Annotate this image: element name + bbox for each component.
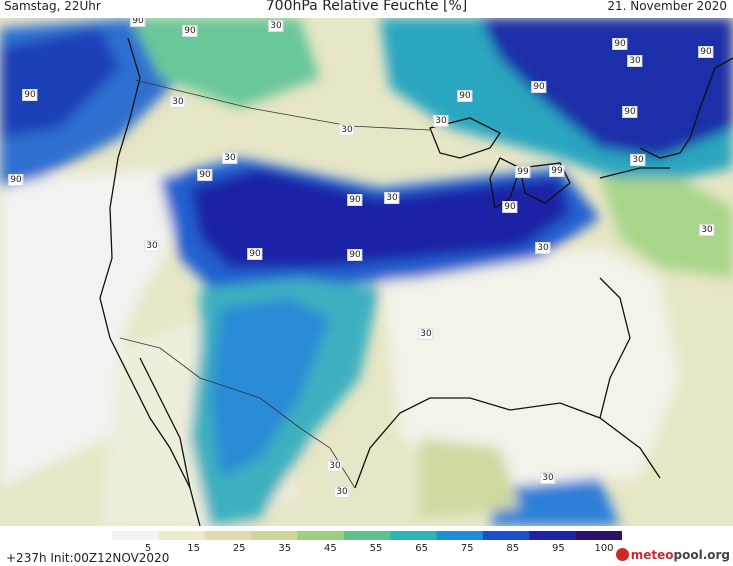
contour-label: 30 xyxy=(535,242,551,254)
contour-label: 90 xyxy=(347,249,363,261)
contour-label: 30 xyxy=(339,124,355,136)
contour-label: 90 xyxy=(130,18,146,27)
meteopool-logo[interactable]: meteopool.org xyxy=(615,548,730,562)
map-header: Samstag, 22Uhr 700hPa Relative Feuchte [… xyxy=(0,0,733,18)
colorbar xyxy=(112,531,622,540)
colorbar-tick: 5 xyxy=(144,543,152,554)
colorbar-tick: 75 xyxy=(460,543,474,554)
colorbar-segment xyxy=(158,531,206,540)
contour-label: 90 xyxy=(8,174,24,186)
contour-label: 90 xyxy=(531,81,547,93)
colorbar-segment xyxy=(390,531,438,540)
colorbar-tick: 25 xyxy=(232,543,246,554)
contour-label: 30 xyxy=(630,154,646,166)
contour-label: 30 xyxy=(222,152,238,164)
contour-label: 90 xyxy=(182,25,198,37)
colorbar-tick: 45 xyxy=(324,543,337,554)
colorbar-segment xyxy=(482,531,530,540)
legend: 5 15 25 35 45 55 65 75 85 95 100 +237h Init:00Z12N… xyxy=(0,526,733,566)
contour-label: 30 xyxy=(699,224,715,236)
colorbar-tick: 55 xyxy=(369,543,383,554)
humidity-field xyxy=(0,18,733,526)
valid-time: Samstag, 22Uhr xyxy=(4,0,101,13)
contour-label: 30 xyxy=(418,328,434,340)
colorbar-tick: 100 xyxy=(594,543,614,554)
colorbar-segment xyxy=(343,531,391,540)
colorbar-segment xyxy=(251,531,298,540)
contour-label: 30 xyxy=(384,192,400,204)
contour-label: 99 xyxy=(515,166,531,178)
colorbar-tick: 65 xyxy=(415,543,428,554)
contour-label: 90 xyxy=(457,90,473,102)
contour-label: 90 xyxy=(622,106,638,118)
colorbar-segment xyxy=(436,531,484,540)
contour-label: 30 xyxy=(268,20,284,32)
contour-label: 30 xyxy=(433,115,449,127)
contour-label: 30 xyxy=(144,240,160,252)
colorbar-segment xyxy=(112,531,159,540)
colorbar-tick: 15 xyxy=(187,543,200,554)
contour-label: 90 xyxy=(197,169,213,181)
contour-label: 90 xyxy=(698,46,714,58)
logo-icon xyxy=(615,548,629,561)
valid-date: 21. November 2020 xyxy=(607,0,727,13)
contour-label: 30 xyxy=(540,472,556,484)
contour-label: 90 xyxy=(612,38,628,50)
colorbar-segment xyxy=(575,531,622,540)
colorbar-segment xyxy=(297,531,345,540)
model-run: +237h Init:00Z12NOV2020 xyxy=(6,551,170,565)
contour-label: 90 xyxy=(22,89,38,101)
logo-tld: .org xyxy=(702,548,730,562)
contour-label: 99 xyxy=(549,165,565,177)
map-title: 700hPa Relative Feuchte [%] xyxy=(265,0,468,14)
colorbar-tick: 85 xyxy=(506,543,520,554)
colorbar-tick: 35 xyxy=(278,543,292,554)
contour-label: 90 xyxy=(247,248,263,260)
colorbar-segment xyxy=(204,531,252,540)
contour-label: 30 xyxy=(627,55,643,67)
contour-label: 90 xyxy=(347,194,363,206)
contour-label: 30 xyxy=(170,96,186,108)
humidity-map: 90 90 90 90 90 90 90 90 90 90 90 90 90 9… xyxy=(0,18,733,526)
contour-label: 90 xyxy=(502,201,518,213)
colorbar-segment xyxy=(529,531,577,540)
logo-suffix: pool xyxy=(673,548,703,562)
colorbar-tick: 95 xyxy=(552,543,565,554)
logo-prefix: meteo xyxy=(630,548,674,562)
contour-label: 30 xyxy=(334,486,350,498)
contour-label: 30 xyxy=(327,460,343,472)
